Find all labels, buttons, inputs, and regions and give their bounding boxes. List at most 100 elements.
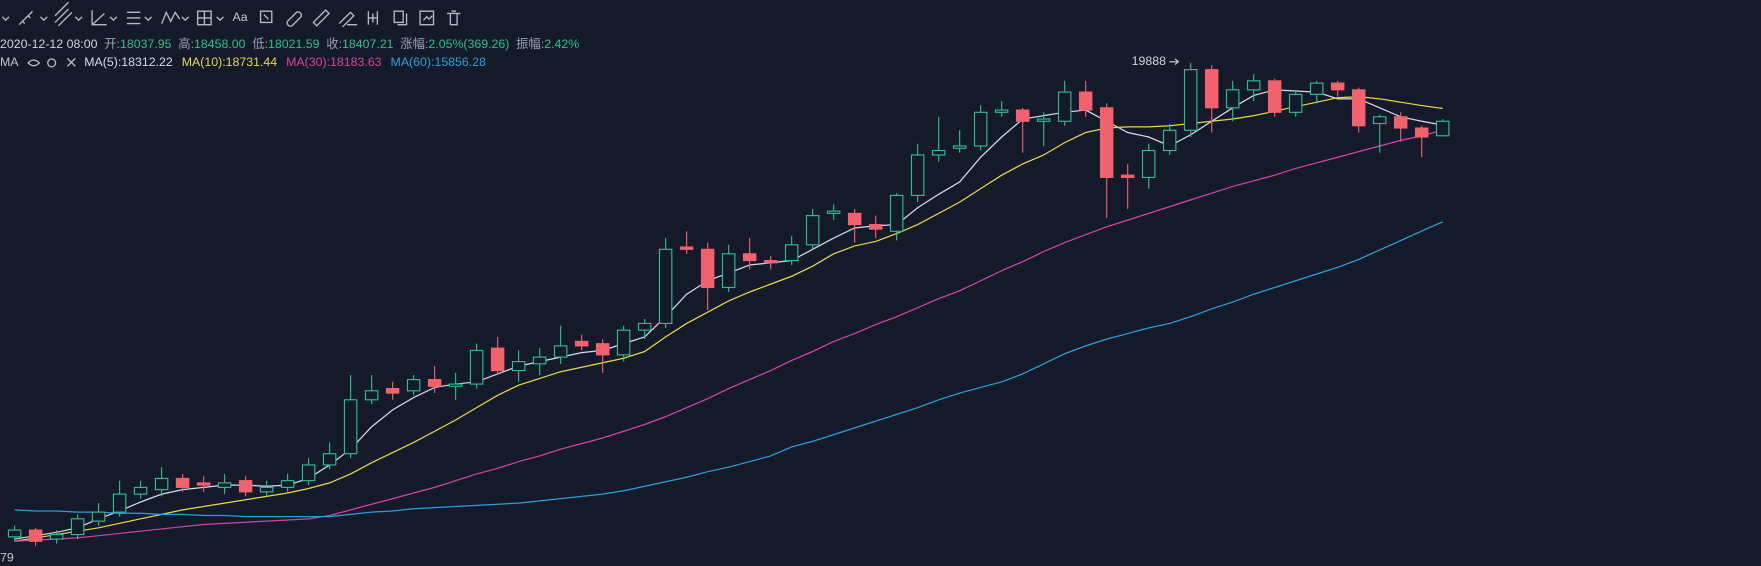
toolbar: Aa (1, 1, 461, 28)
candle-body (1015, 109, 1030, 122)
dropdown[interactable] (216, 16, 224, 22)
candle-body (595, 343, 610, 356)
candle-body (1036, 118, 1051, 122)
fib-tool[interactable] (126, 11, 141, 25)
high-label: 高: (178, 36, 194, 51)
candle-body (763, 259, 778, 264)
candle-body (784, 244, 799, 262)
candle-body (637, 322, 652, 331)
amplitude-value: 2.42% (544, 37, 579, 51)
delete-tool[interactable] (446, 10, 461, 26)
wave-tool[interactable] (161, 10, 181, 24)
open-label: 开: (104, 37, 120, 51)
dropdown[interactable] (74, 16, 83, 22)
snapshot-tool[interactable] (419, 10, 435, 26)
high-value: 18458.00 (194, 37, 246, 51)
candle-body (952, 145, 967, 149)
angle-tool[interactable] (91, 10, 107, 26)
candle-body (1204, 69, 1219, 109)
candle-body (574, 340, 589, 347)
settings-icon[interactable] (47, 58, 57, 68)
candle-body (133, 486, 148, 495)
ruler-tool[interactable] (312, 9, 331, 27)
copy-tool[interactable] (393, 10, 408, 26)
ohlc-header: 2020-12-12 08:00 开:18037.95 高:18458.00 低:18… (0, 36, 579, 51)
candle-body (259, 486, 274, 493)
pattern-tool[interactable] (259, 10, 273, 24)
legend-icons (27, 57, 76, 68)
candle-body (742, 253, 757, 262)
date: 2020-12-12 08:00 (0, 37, 98, 51)
ma-line (14, 95, 1443, 542)
candle-body (406, 379, 421, 392)
pen-tool[interactable] (338, 11, 358, 28)
line-tool[interactable] (18, 10, 34, 26)
candle-body (175, 477, 190, 488)
legend-separator: : (118, 55, 121, 69)
candle-body (532, 356, 547, 365)
candle-body (700, 248, 715, 289)
candle-body (826, 210, 841, 214)
candle-body (1225, 89, 1240, 109)
candle-body (1351, 89, 1366, 127)
close-label: 收: (326, 37, 342, 51)
candle-body (1246, 80, 1261, 91)
candle-body (301, 464, 316, 482)
candle-body (322, 453, 337, 466)
candle-body (343, 399, 358, 455)
dropdown[interactable] (39, 16, 48, 22)
eye-icon[interactable] (27, 59, 41, 67)
close-icon[interactable] (66, 57, 76, 67)
candle-body (385, 388, 400, 394)
text-tool[interactable]: Aa (232, 10, 247, 24)
candle-body (1099, 107, 1114, 178)
axis-label: 79 (0, 550, 14, 564)
legend: MA(5):18312.22 MA(10):18731.44 MA(30):1818… (84, 55, 486, 69)
legend-separator: : (431, 55, 434, 69)
legend-value: 18312.22 (121, 55, 173, 69)
candle-body (28, 529, 43, 542)
legend-name: MA(60) (391, 55, 431, 69)
candle-body (1330, 82, 1345, 91)
candle-body (679, 246, 694, 250)
candle-body (70, 518, 85, 536)
ma-line (14, 129, 1443, 542)
high-marker-arrow (1169, 58, 1180, 66)
candle-body (1393, 116, 1408, 129)
candle-body (49, 533, 64, 540)
candle-body (973, 111, 988, 147)
candle-body (868, 224, 883, 230)
legend-separator: : (327, 55, 330, 69)
candle-body (1141, 149, 1156, 178)
candle-body (1372, 116, 1387, 125)
legend-name: MA(30) (286, 55, 326, 69)
measure-tool[interactable] (367, 11, 379, 25)
candle-body (931, 149, 946, 156)
candle-body (805, 215, 820, 246)
dropdown[interactable] (144, 16, 153, 22)
candle-body (7, 529, 22, 538)
dropdown[interactable] (181, 16, 190, 22)
candle-body (448, 383, 463, 387)
candle-body (994, 109, 1009, 113)
grid-tool[interactable] (196, 10, 212, 26)
candle-body (1414, 127, 1429, 138)
dropdown[interactable] (109, 16, 118, 22)
candle-body (1309, 82, 1324, 95)
candle-body (889, 194, 904, 232)
channel-tool[interactable] (54, 1, 73, 27)
dropdown[interactable] (1, 16, 10, 22)
candle-body (553, 345, 568, 358)
candle-body (658, 248, 673, 324)
legend-separator: : (222, 55, 225, 69)
candle-body (1057, 91, 1072, 122)
legend-title: MA (0, 55, 19, 69)
candle-body (1162, 129, 1177, 152)
candle-body (364, 390, 379, 401)
candle-body (196, 482, 211, 486)
open-value: 18037.95 (120, 37, 172, 51)
candle-body (616, 329, 631, 356)
candle-body (154, 477, 169, 491)
brush-tool[interactable] (286, 11, 302, 27)
